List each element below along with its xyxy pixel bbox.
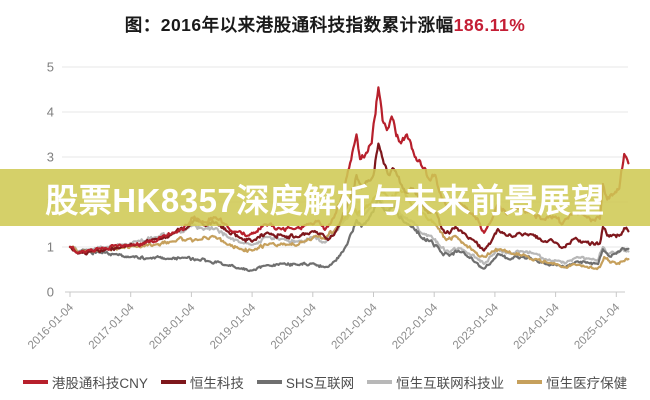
legend-label: 恒生科技 xyxy=(189,376,244,391)
y-axis-label: 3 xyxy=(47,150,54,165)
chart-legend: 港股通科技CNY 恒生科技 SHS互联网 恒生互联网科技业 恒生医疗保健 xyxy=(0,371,650,393)
x-axis-label: 2024-01-04 xyxy=(512,301,563,352)
watermark-banner: 股票HK8357深度解析与未来前景展望 xyxy=(0,169,650,226)
y-axis-label: 0 xyxy=(47,285,54,300)
watermark-banner-text: 股票HK8357深度解析与未来前景展望 xyxy=(45,181,605,219)
legend-item-2[interactable]: SHS互联网 xyxy=(256,372,355,392)
x-axis-label: 2025-01-04 xyxy=(572,301,623,352)
x-axis-label: 2018-01-04 xyxy=(147,301,198,352)
legend-item-0[interactable]: 港股通科技CNY xyxy=(22,372,148,392)
x-axis-label: 2022-01-04 xyxy=(390,301,441,352)
x-axis-label: 2023-01-04 xyxy=(451,301,502,352)
y-axis-label: 5 xyxy=(47,60,54,75)
y-axis-label: 1 xyxy=(47,240,54,255)
chart-title-highlight: 186.11% xyxy=(453,15,526,35)
legend-swatch xyxy=(367,380,393,384)
chart-title-text: 图：2016年以来港股通科技指数累计涨幅 xyxy=(124,15,454,35)
legend-item-4[interactable]: 恒生医疗保健 xyxy=(517,372,627,392)
x-axis-label: 2016-01-04 xyxy=(26,301,77,352)
legend-swatch xyxy=(22,380,48,384)
x-axis-label: 2020-01-04 xyxy=(269,301,320,352)
legend-swatch xyxy=(160,380,186,384)
x-axis-label: 2019-01-04 xyxy=(208,301,259,352)
legend-swatch xyxy=(517,380,543,384)
legend-label: 恒生互联网科技业 xyxy=(396,376,505,391)
legend-item-1[interactable]: 恒生科技 xyxy=(160,372,244,392)
legend-swatch xyxy=(256,380,282,384)
legend-label: SHS互联网 xyxy=(285,376,355,391)
chart-title: 图：2016年以来港股通科技指数累计涨幅186.11% xyxy=(0,12,650,37)
legend-item-3[interactable]: 恒生互联网科技业 xyxy=(367,372,504,392)
x-axis-label: 2017-01-04 xyxy=(87,301,138,352)
x-axis-label: 2021-01-04 xyxy=(330,301,381,352)
legend-label: 港股通科技CNY xyxy=(51,376,148,391)
legend-label: 恒生医疗保健 xyxy=(546,376,628,391)
y-axis-label: 4 xyxy=(47,105,54,120)
